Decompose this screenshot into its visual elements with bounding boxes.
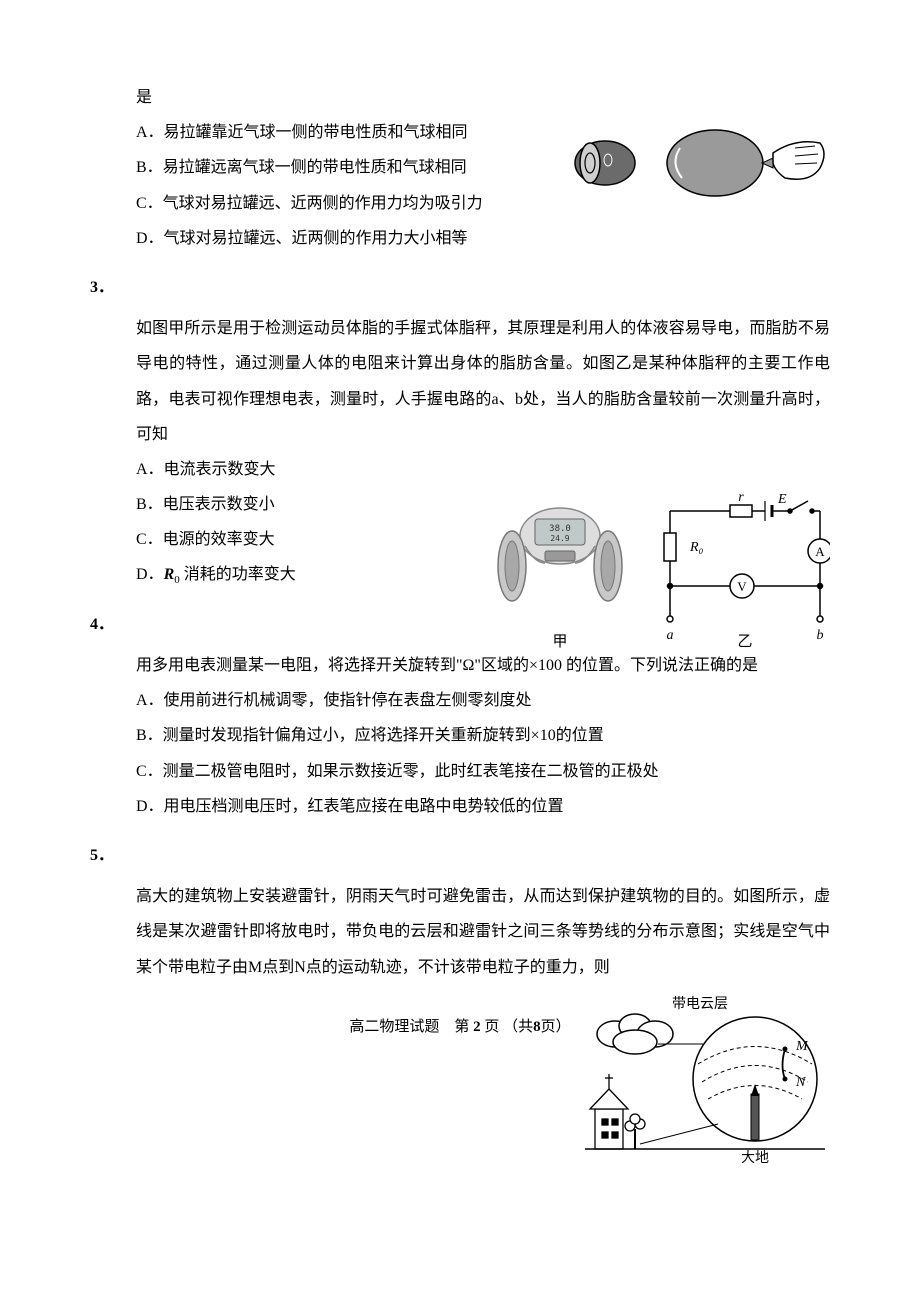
q2-figure: [570, 108, 830, 208]
q4-option-c: C．测量二极管电阻时，如果示数接近零，此时红表笔接在二极管的正极处: [136, 754, 830, 789]
svg-text:A: A: [815, 544, 825, 559]
svg-text:E: E: [777, 492, 787, 507]
q4-option-b: B．测量时发现指针偏角过小，应将选择开关重新旋转到×10的位置: [136, 718, 830, 753]
q5-cloud-label: 带电云层: [672, 996, 728, 1012]
svg-text:a: a: [667, 628, 674, 643]
svg-text:38.0: 38.0: [549, 524, 571, 534]
q3-caption-jia: 甲: [552, 634, 567, 650]
q3-caption-yi: 乙: [737, 634, 752, 650]
svg-text:R₀: R₀: [689, 540, 704, 555]
q4-option-a: A．使用前进行机械调零，使指针停在表盘左侧零刻度处: [136, 683, 830, 718]
q3-number: 3．: [90, 270, 830, 305]
svg-text:b: b: [817, 628, 824, 643]
q5-stem: 高大的建筑物上安装避雷针，阴雨天气时可避免雷击，从而达到保护建筑物的目的。如图所…: [136, 879, 830, 985]
q5-number: 5．: [90, 838, 830, 873]
svg-text:V: V: [737, 579, 747, 594]
q3-option-a: A．电流表示数变大: [136, 452, 830, 487]
svg-text:N: N: [795, 1075, 806, 1090]
svg-text:24.9: 24.9: [550, 534, 569, 543]
q3-figure: 38.0 24.9 甲 r: [480, 491, 830, 661]
q3-stem: 如图甲所示是用于检测运动员体脂的手握式体脂秤，其原理是利用人的体液容易导电，而脂…: [136, 311, 830, 452]
svg-text:M: M: [795, 1039, 809, 1054]
svg-text:r: r: [738, 491, 744, 505]
q2-option-d: D．气球对易拉罐远、近两侧的作用力大小相等: [136, 221, 830, 256]
q5-ground-label: 大地: [741, 1150, 769, 1164]
q4-option-d: D．用电压档测电压时，红表笔应接在电路中电势较低的位置: [136, 789, 830, 824]
q5-figure: 带电云层 M N: [580, 994, 830, 1164]
